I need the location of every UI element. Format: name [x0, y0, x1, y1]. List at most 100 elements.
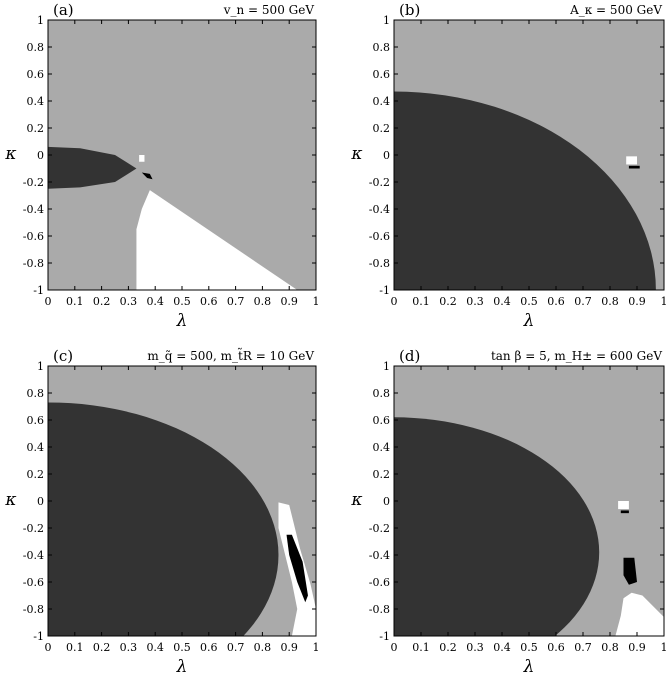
y-axis-label: κ	[350, 144, 362, 164]
x-tick-label: 0.6	[547, 295, 565, 308]
x-tick-label: 0.7	[574, 641, 592, 654]
y-tick-label: -0.8	[369, 257, 390, 270]
x-tick-label: 0.3	[466, 295, 484, 308]
region-dark-0	[394, 417, 600, 636]
y-tick-label: -0.6	[369, 230, 390, 243]
x-tick-label: 0.6	[200, 295, 218, 308]
x-tick-label: 0.7	[574, 295, 592, 308]
region-dark-0	[48, 402, 279, 636]
x-tick-label: 1	[661, 295, 668, 308]
x-tick-label: 0	[391, 295, 398, 308]
y-tick-label: 0	[383, 495, 390, 508]
x-tick-label: 0.1	[412, 295, 430, 308]
x-tick-label: 0.5	[173, 641, 191, 654]
x-tick-label: 0.6	[547, 641, 565, 654]
y-tick-label: 0.2	[27, 122, 45, 135]
x-axis-label: λ	[176, 311, 188, 331]
y-tick-label: 1	[37, 360, 44, 373]
x-tick-label: 0.1	[66, 295, 84, 308]
panel-d: 0 0.1 0.2 0.3 0.4 0.5 0.6 0.7 0.8 0.9 1 1 0.8 0.6 0.4 0…	[350, 347, 668, 677]
x-tick-label: 1	[313, 641, 320, 654]
x-tick-label: 1	[313, 295, 320, 308]
x-tick-label: 0.9	[628, 641, 646, 654]
y-tick-label: 0.6	[373, 68, 391, 81]
y-tick-label: -1	[33, 284, 44, 297]
x-tick-label: 0.7	[227, 295, 245, 308]
x-tick-label: 0.2	[93, 295, 111, 308]
y-tick-label: 0	[37, 149, 44, 162]
y-tick-label: -0.6	[23, 576, 44, 589]
x-axis-label: λ	[523, 311, 535, 331]
region-white-1	[626, 156, 637, 165]
y-tick-label: -0.4	[23, 203, 44, 216]
y-tick-label: 0.8	[27, 41, 45, 54]
y-tick-label: 0.6	[27, 414, 45, 427]
panel-annotation: A_κ = 500 GeV	[569, 3, 662, 17]
region-black-4	[623, 557, 637, 585]
x-tick-label: 0.2	[439, 295, 457, 308]
y-tick-label: -0.2	[23, 176, 44, 189]
x-tick-label: 0.2	[439, 641, 457, 654]
region-black-3	[141, 172, 153, 180]
x-tick-label: 0	[391, 641, 398, 654]
y-tick-label: 1	[37, 14, 44, 27]
x-tick-label: 0.4	[493, 641, 511, 654]
y-tick-label: -0.2	[369, 522, 390, 535]
y-tick-label: 1	[383, 14, 390, 27]
y-tick-label: 0.2	[373, 468, 391, 481]
region-white-1	[136, 190, 298, 290]
y-tick-label: 0.4	[373, 95, 391, 108]
y-tick-label: -0.4	[369, 203, 390, 216]
y-tick-label: 0.6	[27, 68, 45, 81]
x-axis-label: λ	[523, 657, 535, 677]
y-axis-label: κ	[350, 490, 362, 510]
y-tick-label: 0.4	[373, 441, 391, 454]
x-tick-label: 0.9	[628, 295, 646, 308]
y-tick-label: 0.2	[373, 122, 391, 135]
panel-c: 0 0.1 0.2 0.3 0.4 0.5 0.6 0.7 0.8 0.9 1 1 0.8 0.6 0.4 0…	[4, 347, 320, 677]
x-tick-label: 0.7	[227, 641, 245, 654]
y-tick-label: -0.8	[369, 603, 390, 616]
region-white-2	[139, 155, 145, 162]
y-tick-label: 0.8	[27, 387, 45, 400]
y-tick-label: -0.2	[369, 176, 390, 189]
panel-label: (c)	[53, 347, 73, 365]
x-tick-label: 0.6	[200, 641, 218, 654]
x-tick-label: 0.4	[493, 295, 511, 308]
x-tick-label: 0.5	[520, 641, 538, 654]
x-tick-label: 0.4	[146, 641, 164, 654]
y-tick-label: -1	[379, 630, 390, 643]
region-black-2	[286, 534, 308, 603]
panel-b: 0 0.1 0.2 0.3 0.4 0.5 0.6 0.7 0.8 0.9 1 1 0.8 0.6 0.4 0…	[350, 1, 668, 331]
x-tick-label: 0.1	[412, 641, 430, 654]
region-white-2	[618, 501, 629, 510]
panel-annotation: m_q̃ = 500, m_t̃R = 10 GeV	[147, 347, 314, 363]
y-tick-label: 0.4	[27, 441, 45, 454]
y-tick-label: 0	[37, 495, 44, 508]
y-tick-label: 1	[383, 360, 390, 373]
x-tick-label: 0.8	[601, 641, 619, 654]
y-tick-label: -0.2	[23, 522, 44, 535]
x-tick-label: 0.5	[520, 295, 538, 308]
panel-label: (a)	[53, 1, 74, 19]
panel-a: 0 0.1 0.2 0.3 0.4 0.5 0.6 0.7 0.8 0.9 1 1 0.8 0.6 0.4 0…	[4, 1, 319, 331]
y-tick-label: -0.8	[23, 603, 44, 616]
panel-label: (b)	[399, 1, 420, 19]
x-tick-label: 0.8	[254, 641, 272, 654]
panel-annotation: tan β = 5, m_H± = 600 GeV	[491, 349, 662, 363]
y-tick-label: -0.4	[369, 549, 390, 562]
y-tick-label: 0.2	[27, 468, 45, 481]
region-dark-0	[48, 146, 137, 189]
y-tick-label: 0.4	[27, 95, 45, 108]
x-tick-label: 0.9	[280, 641, 298, 654]
y-tick-label: -1	[33, 630, 44, 643]
panel-annotation: v_n = 500 GeV	[223, 3, 315, 17]
x-tick-label: 0.8	[601, 295, 619, 308]
x-tick-label: 0	[45, 641, 52, 654]
y-tick-label: 0.8	[373, 41, 391, 54]
x-tick-label: 1	[661, 641, 668, 654]
y-tick-label: 0.8	[373, 387, 391, 400]
y-axis-label: κ	[4, 490, 16, 510]
y-tick-label: -1	[379, 284, 390, 297]
